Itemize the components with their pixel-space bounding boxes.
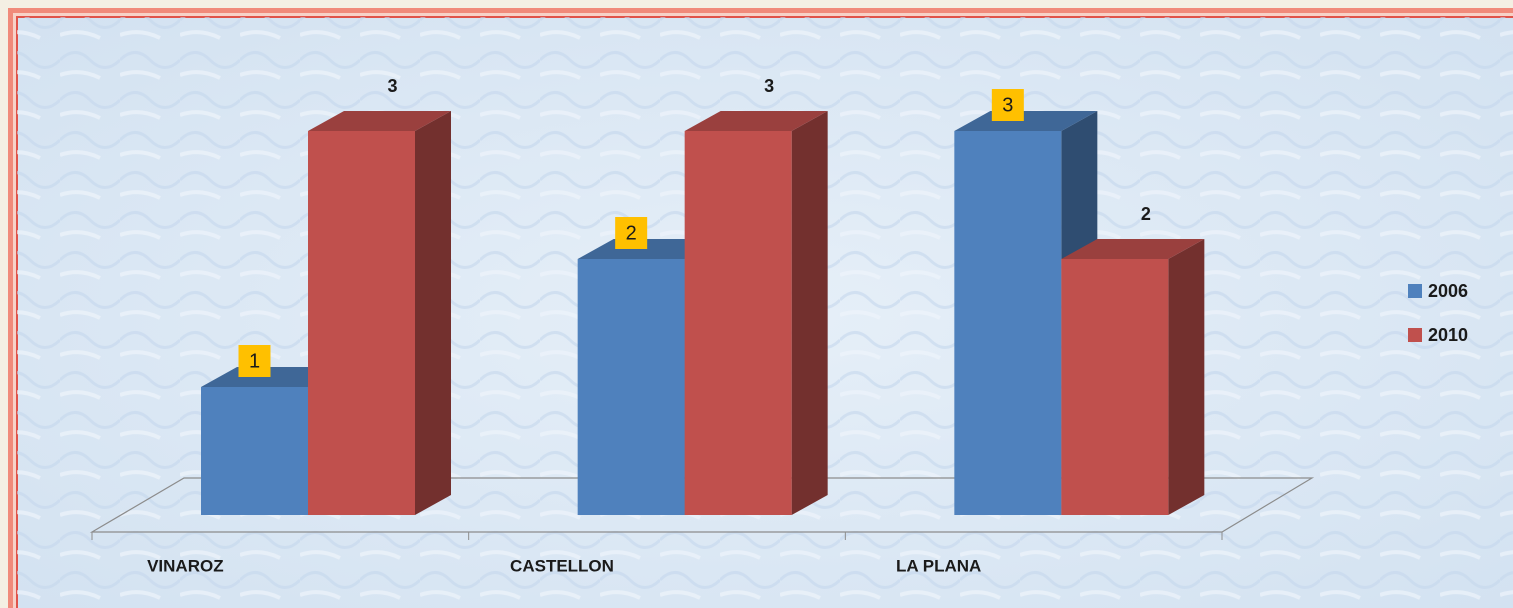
value-label-box <box>615 217 648 249</box>
value-label: 3 <box>1002 94 1013 116</box>
bar-top <box>954 111 1098 131</box>
bar-front <box>1061 259 1169 515</box>
bar <box>1061 239 1205 515</box>
value-label: 2 <box>1141 204 1151 224</box>
legend-label: 2006 <box>1428 281 1468 301</box>
bar-front <box>577 259 685 515</box>
x-tick-label: VINAROZ <box>147 556 224 575</box>
legend-swatch <box>1408 284 1422 298</box>
legend-swatch <box>1408 328 1422 342</box>
bar-side <box>1168 239 1205 515</box>
bar-top <box>308 111 451 131</box>
plot: VINAROZ 1 3 CASTELLON 2 3 LA PLANA 3 2 2006 2010 <box>91 76 1468 575</box>
value-label: 3 <box>764 76 774 96</box>
bar <box>308 111 451 515</box>
bar-front <box>954 131 1062 515</box>
value-label: 2 <box>626 222 637 244</box>
x-tick-label: LA PLANA <box>896 556 981 575</box>
legend-label: 2010 <box>1428 325 1468 345</box>
value-label-box <box>238 345 271 377</box>
value-label: 3 <box>387 76 397 96</box>
bar-top <box>684 111 828 131</box>
bar-front <box>308 131 415 515</box>
x-tick-label: CASTELLON <box>510 556 614 575</box>
bar-side <box>791 111 828 515</box>
bar-top <box>1061 239 1205 259</box>
bar <box>684 111 828 515</box>
value-label-box <box>991 89 1024 121</box>
value-label: 1 <box>249 350 260 372</box>
bar-front <box>684 131 792 515</box>
bar-side <box>415 111 451 515</box>
bar-front <box>201 387 308 515</box>
